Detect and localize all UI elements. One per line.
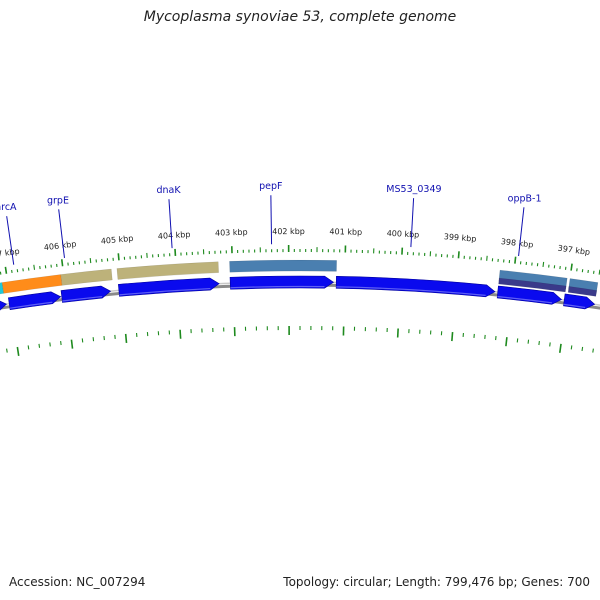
gene-leader-line	[58, 209, 65, 259]
scale-tick	[542, 261, 545, 267]
cds-arrow	[60, 285, 112, 303]
inner-scale-tick	[592, 348, 594, 353]
inner-scale-tick	[60, 340, 62, 346]
cds-arrow-sheen	[9, 301, 53, 309]
cds-arrow-sheen	[336, 286, 486, 296]
inner-scale-tick	[38, 343, 41, 348]
cog-block	[116, 261, 219, 280]
gene-label: pepF	[259, 181, 282, 192]
cds-arrow	[0, 300, 8, 311]
scale-tick	[4, 266, 8, 274]
inner-scale-tick	[505, 337, 508, 347]
cog-block	[1, 274, 63, 294]
gene-label: hrcA	[0, 202, 17, 213]
kbp-label: 400 kbp	[386, 229, 419, 240]
cog-block	[0, 282, 4, 295]
inner-scale-tick	[538, 340, 540, 346]
inner-scale-tick	[570, 345, 573, 350]
cds-arrow-sheen	[119, 287, 211, 296]
gene-leader-line	[6, 216, 15, 265]
cds-arrow	[496, 285, 563, 305]
inner-scale-tick	[16, 346, 20, 356]
inner-scale-tick	[6, 348, 8, 353]
inner-scale-tick	[179, 329, 182, 339]
kbp-label: 402 kbp	[272, 227, 305, 236]
cds-arrow	[335, 276, 496, 298]
inner-scale-tick	[27, 345, 30, 350]
inner-scale-tick	[581, 346, 584, 352]
scale-tick	[89, 258, 92, 264]
kbp-label: 403 kbp	[215, 228, 248, 238]
cog-block	[229, 259, 337, 273]
scale-tick	[570, 263, 573, 271]
gene-label: oppB-1	[508, 193, 542, 204]
map-title: Mycoplasma synoviae 53, complete genome	[143, 9, 457, 25]
genome-summary-text: Topology: circular; Length: 799,476 bp; …	[283, 575, 590, 589]
inner-scale-tick	[549, 342, 551, 347]
cog-block	[567, 286, 598, 297]
gene-label: grpE	[47, 195, 69, 206]
cds-arrow-sheen	[497, 295, 553, 304]
gene-label: dnaK	[157, 185, 182, 196]
scale-tick	[514, 256, 517, 264]
gene-label: MS53_0349	[386, 184, 441, 195]
gene-labels: hrcA grpE dnaK pepF MS53_0349 oppB-1	[0, 181, 542, 265]
gene-leader-line	[270, 195, 273, 245]
kbp-label: 407 kbp	[0, 247, 20, 261]
kbp-label: 401 kbp	[329, 227, 362, 237]
gene-leader-line	[518, 207, 525, 257]
cds-arrow-sheen	[230, 285, 325, 289]
inner-scale-tick	[70, 339, 74, 349]
cds-arrow	[118, 277, 220, 297]
gene-leader-line	[168, 199, 173, 249]
kbp-label: 398 kbp	[500, 237, 533, 249]
kbp-label: 399 kbp	[443, 232, 476, 244]
cds-track	[0, 275, 596, 311]
kbp-label: 405 kbp	[100, 234, 133, 246]
kbp-labels: 407 kbp 406 kbp 405 kbp 404 kbp 403 kbp 402 k…	[0, 227, 591, 260]
inner-scale-tick	[124, 333, 128, 343]
cog-block	[60, 268, 113, 286]
gene-leader-line	[410, 198, 415, 248]
cds-arrow-sheen	[62, 295, 103, 302]
cog-track	[0, 259, 599, 297]
scale-tick	[457, 251, 460, 259]
inner-scale-tick	[558, 343, 562, 353]
inner-scale-tick	[49, 342, 51, 347]
inner-tick-track	[6, 326, 594, 356]
tick-track	[0, 245, 600, 275]
inner-scale-tick	[451, 332, 454, 342]
cds-arrow	[229, 275, 335, 290]
scale-tick	[33, 264, 36, 270]
scale-tick	[117, 253, 120, 261]
kbp-label: 404 kbp	[158, 230, 191, 241]
scale-tick	[60, 259, 64, 267]
cds-arrow	[563, 293, 596, 310]
cog-block	[498, 277, 567, 293]
backbone-arc	[0, 283, 600, 310]
kbp-label: 406 kbp	[43, 239, 76, 252]
accession-text: Accession: NC_007294	[9, 575, 146, 589]
cds-arrow	[7, 291, 62, 310]
kbp-label: 397 kbp	[557, 244, 591, 257]
cds-arrow-sheen	[563, 303, 586, 309]
